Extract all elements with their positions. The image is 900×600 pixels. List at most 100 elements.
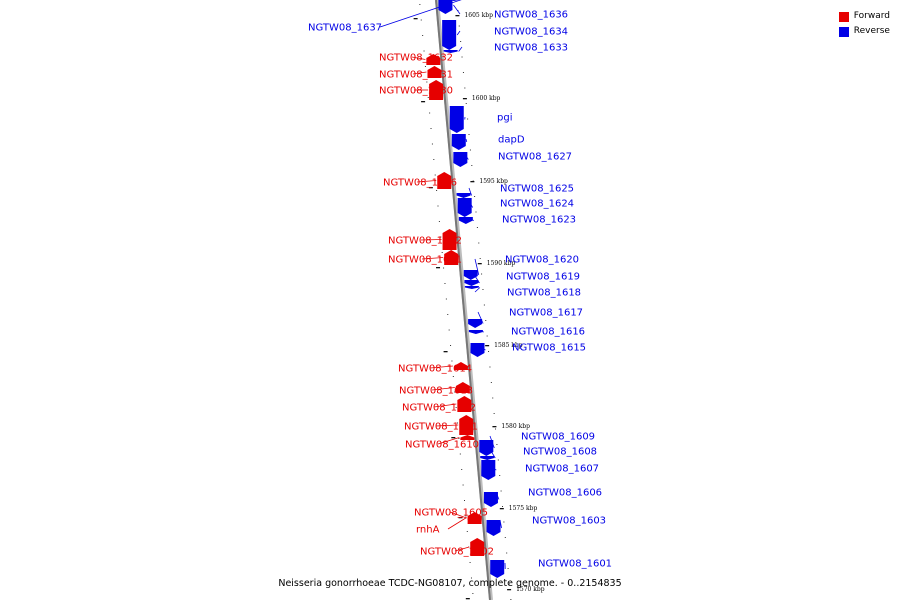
leader-line — [477, 311, 484, 324]
tick-dot — [426, 81, 428, 83]
gene-label[interactable]: NGTW08_1634 — [494, 27, 568, 38]
scale-tick-label: 1600 kbp — [472, 95, 501, 102]
gene-label[interactable]: NGTW08_1611 — [404, 422, 478, 433]
tick-dot — [441, 252, 443, 253]
tick-dot — [423, 50, 425, 52]
gene-label[interactable]: NGTW08_1605 — [414, 508, 488, 519]
gene-arrow-NGTW08_1622 — [442, 229, 457, 250]
gene-label[interactable]: NGTW08_1623 — [502, 215, 576, 226]
gene-label[interactable]: NGTW08_1616 — [511, 327, 585, 338]
gene-label[interactable]: NGTW08_1615 — [512, 343, 586, 354]
gene-label[interactable]: NGTW08_1601 — [538, 559, 612, 570]
leader-line — [433, 403, 457, 408]
gene-label[interactable]: NGTW08_1617 — [509, 308, 583, 319]
tick-dot — [506, 552, 508, 554]
gene-arrow-NGTW08_1603 — [486, 520, 501, 536]
tick-dash — [443, 351, 448, 353]
gene-label[interactable]: NGTW08_1603 — [532, 516, 606, 527]
scale-tick-mark — [507, 589, 512, 591]
gene-arrow-NGTW08_1609 — [479, 440, 494, 456]
minor-tick-dots — [413, 4, 512, 600]
gene-arrow-NGTW08_1620 — [463, 270, 478, 280]
gene-label[interactable]: NGTW08_1631 — [379, 70, 453, 81]
tick-dot — [438, 221, 440, 222]
tick-dot — [476, 227, 478, 228]
gene-arrow-NGTW08_1613 — [455, 382, 470, 393]
tick-dot — [461, 469, 463, 470]
gene-label[interactable]: NGTW08_1606 — [528, 488, 602, 499]
gene-label[interactable]: NGTW08_1618 — [507, 288, 581, 299]
scale-tick-label: 1595 kbp — [479, 178, 508, 185]
gene-label[interactable]: NGTW08_1602 — [420, 547, 494, 558]
leader-line — [456, 30, 461, 36]
scale-tick-mark — [470, 181, 475, 183]
tick-dot — [452, 376, 454, 377]
leader-line — [474, 287, 481, 293]
tick-dot — [499, 475, 501, 476]
gene-arrow-NGTW08_1607 — [481, 460, 496, 480]
gene-label[interactable]: NGTW08_1620 — [505, 255, 579, 266]
gene-arrow-NGTW08_1624 — [457, 198, 472, 217]
tick-dot — [504, 537, 506, 538]
tick-dot — [448, 329, 450, 331]
tick-dot — [427, 97, 429, 98]
gene-features — [426, 0, 505, 578]
leader-line — [435, 424, 459, 427]
gene-label[interactable]: NGTW08_1630 — [379, 86, 453, 97]
gene-label[interactable]: pgi — [497, 113, 512, 124]
gene-label[interactable]: NGTW08_1614 — [398, 364, 472, 375]
gene-label[interactable]: NGTW08_1632 — [379, 53, 453, 64]
gene-label[interactable]: dapD — [498, 135, 525, 146]
gene-label[interactable]: NGTW08_1626 — [383, 178, 457, 189]
tick-dot — [419, 4, 421, 5]
leader-line — [490, 450, 496, 459]
leader-line — [469, 218, 474, 221]
gene-label[interactable]: NGTW08_1608 — [523, 447, 597, 458]
legend-forward: Forward — [838, 9, 890, 24]
legend: Forward Reverse — [838, 9, 890, 39]
gene-labels: NGTW08_1637 NGTW08_1636 NGTW08_1634 NGTW08_… — [308, 10, 612, 570]
gene-label[interactable]: NGTW08_1621 — [388, 255, 462, 266]
tick-dot — [433, 159, 435, 160]
tick-dash — [465, 598, 470, 600]
gene-arrow-NGTW08_1601 — [490, 560, 505, 578]
tick-dot — [475, 211, 477, 213]
gene-label[interactable]: NGTW08_1610 — [405, 440, 479, 451]
gene-arrow-NGTW08_1608 — [480, 456, 495, 460]
gene-arrow-NGTW08_1630 — [429, 80, 444, 100]
gene-label[interactable]: NGTW08_1636 — [494, 10, 568, 21]
gene-label[interactable]: NGTW08_1613 — [399, 386, 473, 397]
gene-label[interactable]: NGTW08_1637 — [308, 23, 382, 34]
gene-label[interactable]: NGTW08_1612 — [402, 403, 476, 414]
tick-dot — [481, 273, 483, 275]
tick-dot — [467, 118, 469, 120]
leader-line — [454, 546, 470, 552]
gene-label[interactable]: NGTW08_1609 — [521, 432, 595, 443]
leader-line — [420, 239, 442, 241]
tick-dot — [447, 314, 449, 315]
leader-line — [479, 346, 486, 351]
leader-line — [469, 202, 474, 208]
tick-dot — [495, 428, 497, 430]
tick-dot — [500, 490, 502, 492]
leader-line — [431, 387, 455, 391]
legend-reverse-label: Reverse — [853, 26, 890, 36]
leader-line — [489, 435, 495, 449]
gene-arrow-NGTW08_1621 — [444, 250, 459, 265]
gene-label[interactable]: rnhA — [416, 525, 440, 536]
tick-dot — [454, 391, 456, 393]
reverse-swatch — [838, 26, 849, 37]
gene-label[interactable]: NGTW08_1627 — [498, 152, 572, 163]
gene-label[interactable]: NGTW08_1633 — [494, 43, 568, 54]
gene-arrow-NGTW08_1616 — [468, 330, 483, 334]
gene-arrow-NGTW08_1631 — [427, 66, 442, 78]
gene-label[interactable]: NGTW08_1619 — [506, 272, 580, 283]
gene-label[interactable]: NGTW08_1607 — [525, 464, 599, 475]
gene-label[interactable]: NGTW08_1624 — [500, 199, 574, 210]
gene-label[interactable]: NGTW08_1622 — [388, 236, 462, 247]
gene-arrow-dapD — [451, 134, 466, 150]
gene-label[interactable]: NGTW08_1625 — [500, 184, 574, 195]
tick-dot — [458, 25, 460, 27]
leader-line — [499, 519, 502, 529]
